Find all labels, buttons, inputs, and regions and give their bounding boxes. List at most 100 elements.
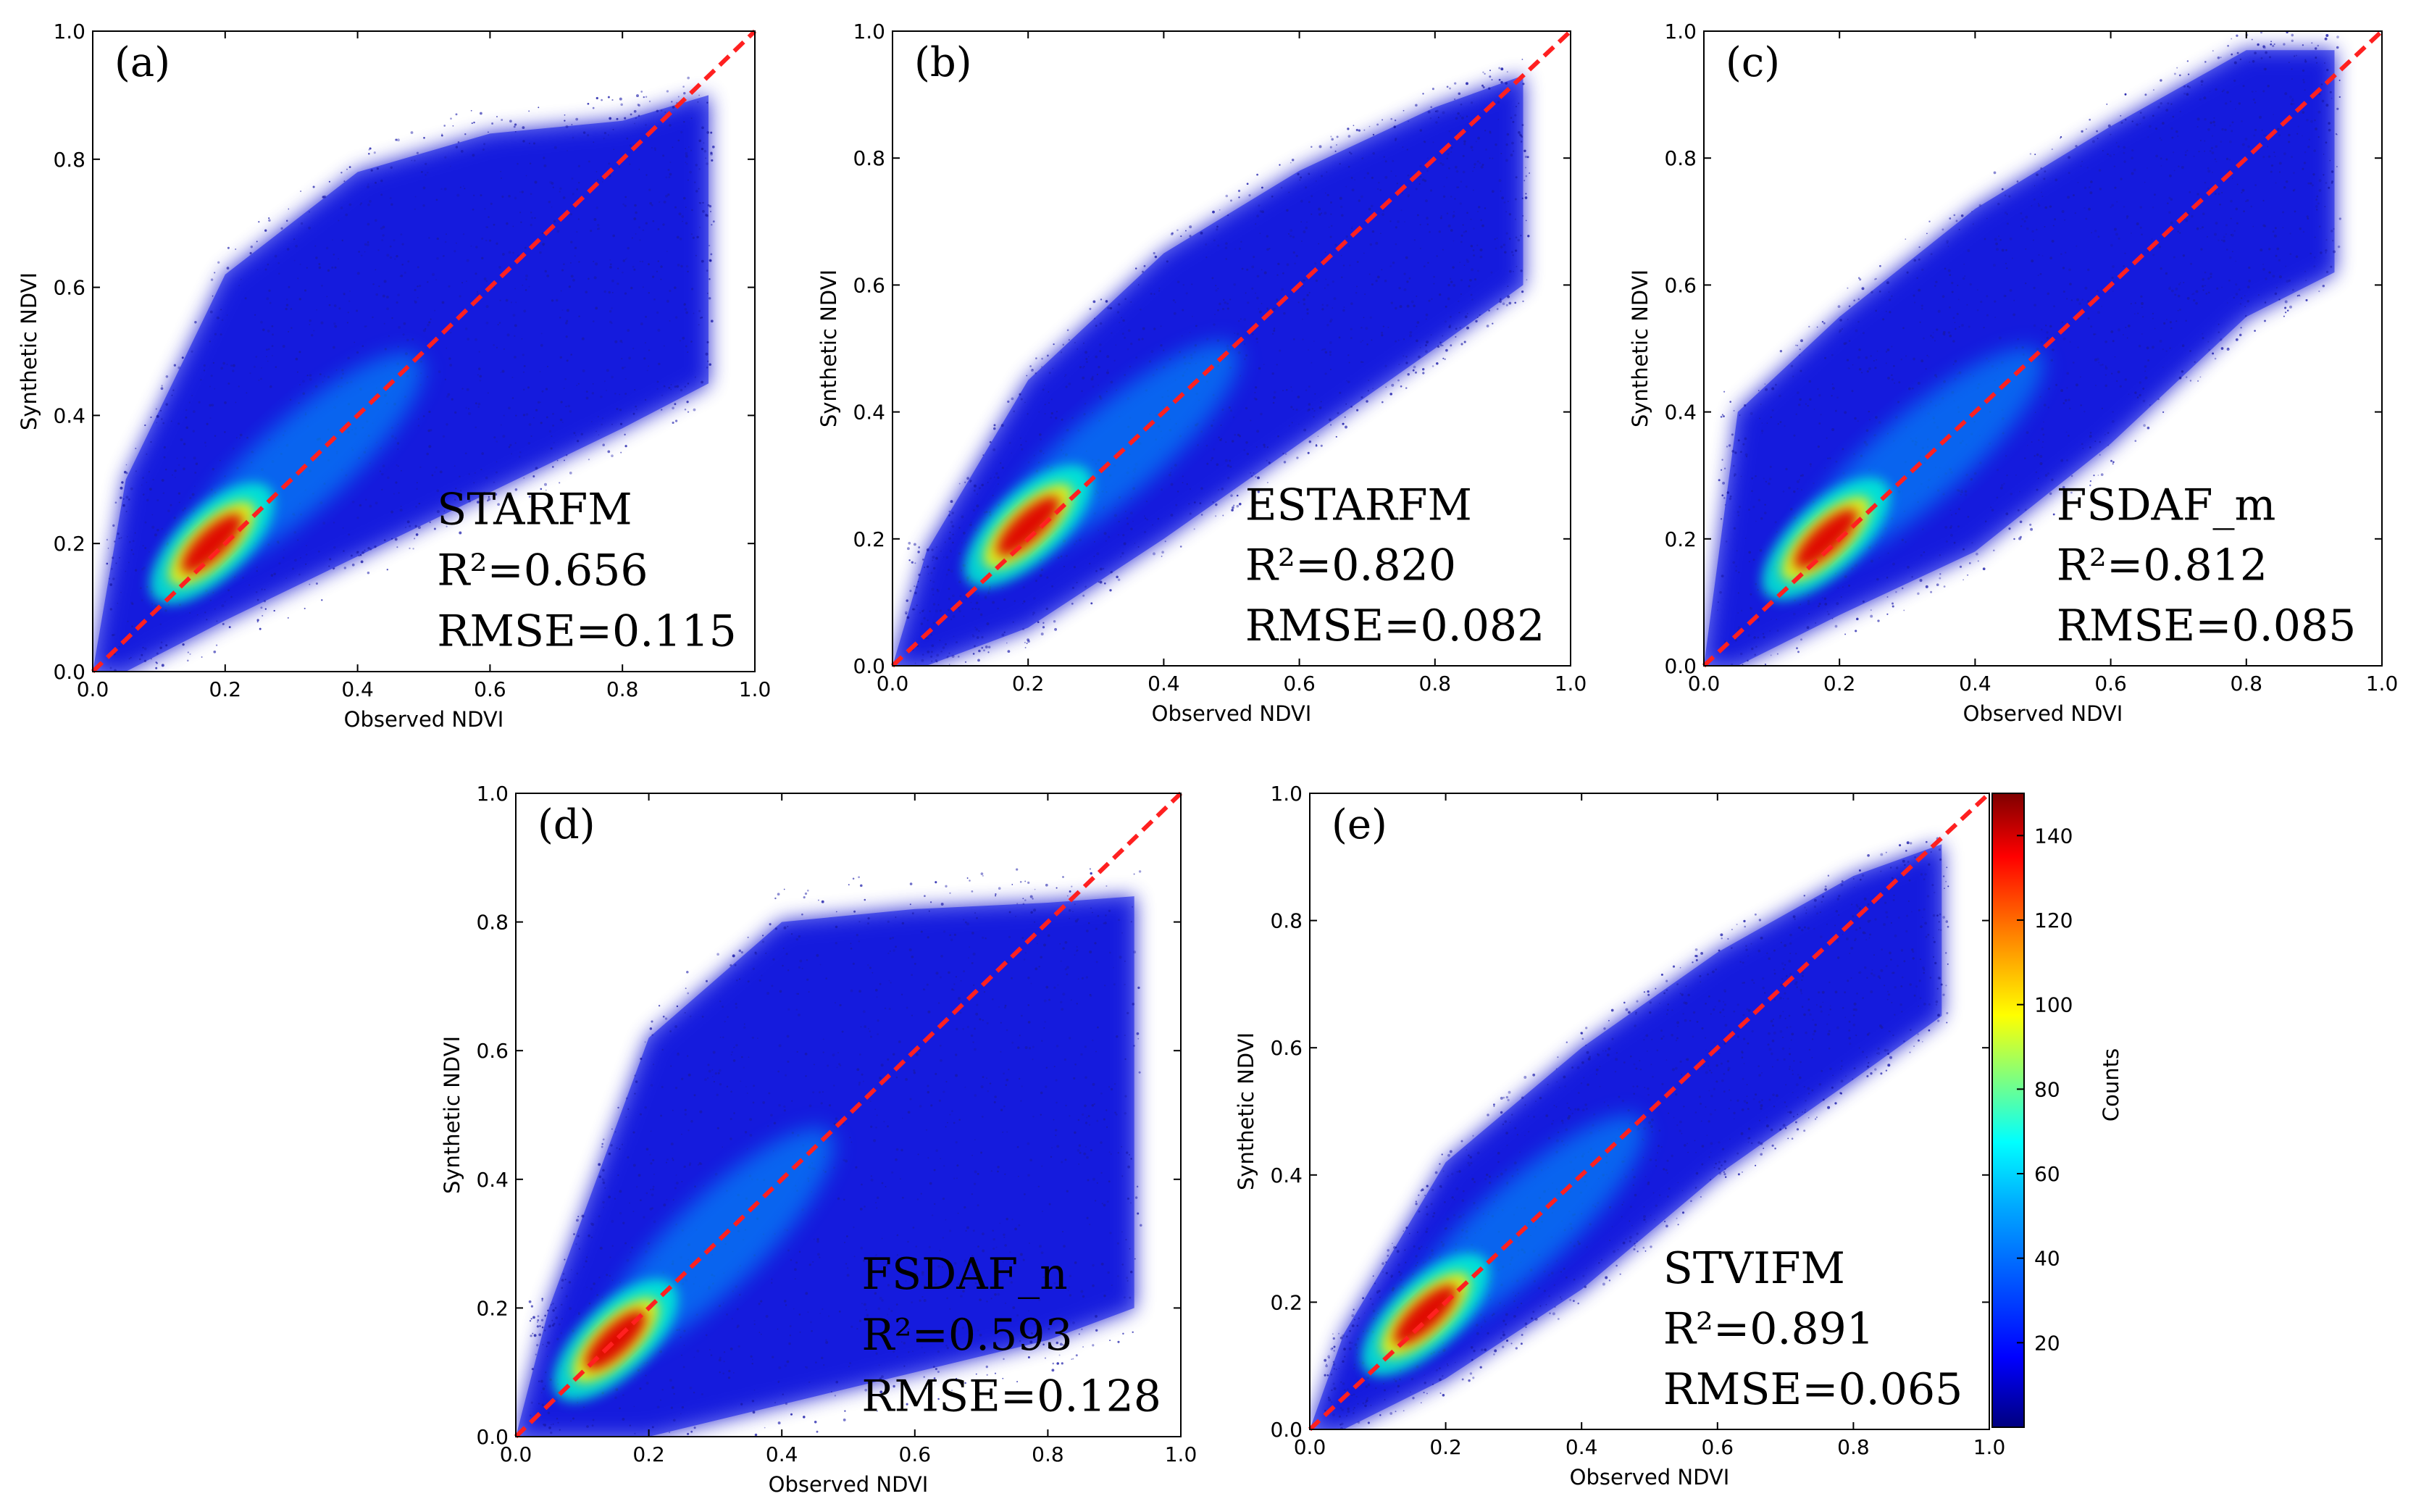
scatter-point (485, 280, 488, 283)
scatter-point (375, 501, 378, 505)
scatter-point (2181, 166, 2184, 169)
scatter-point (2091, 140, 2095, 143)
scatter-point (2257, 43, 2260, 46)
scatter-point (876, 1114, 878, 1116)
scatter-point (770, 1114, 773, 1117)
scatter-point (774, 1402, 776, 1403)
scatter-point (1742, 664, 1744, 666)
scatter-point (2009, 237, 2012, 241)
scatter-point (587, 102, 590, 105)
scatter-point (735, 1044, 738, 1047)
scatter-point (1463, 140, 1466, 143)
scatter-point (546, 1356, 548, 1358)
scatter-point (798, 966, 801, 969)
scatter-point (1356, 409, 1359, 412)
scatter-point (685, 222, 688, 225)
scatter-point (1098, 581, 1100, 583)
scatter-point (2171, 136, 2174, 139)
scatter-point (1874, 434, 1877, 437)
scatter-point (685, 148, 687, 150)
scatter-point (323, 375, 326, 377)
scatter-point (642, 286, 644, 288)
scatter-point (952, 614, 956, 618)
scatter-point (1061, 1362, 1063, 1365)
scatter-point (224, 401, 227, 404)
scatter-point (480, 194, 482, 197)
scatter-point (1843, 342, 1847, 346)
scatter-point (146, 498, 149, 502)
scatter-point (1121, 333, 1124, 335)
scatter-point (2099, 364, 2102, 367)
scatter-point (1870, 355, 1872, 357)
scatter-point (1379, 189, 1382, 191)
scatter-point (1035, 580, 1037, 582)
scatter-point (1006, 1029, 1008, 1032)
scatter-point (386, 307, 389, 311)
scatter-point (657, 228, 660, 230)
scatter-point (2165, 158, 2168, 161)
scatter-point (1769, 630, 1771, 632)
scatter-point (921, 659, 924, 662)
scatter-point (930, 655, 933, 658)
scatter-point (566, 319, 569, 322)
scatter-point (2089, 446, 2091, 448)
scatter-point (666, 251, 668, 252)
scatter-point (1431, 298, 1433, 300)
scatter-point (2299, 227, 2302, 230)
scatter-point (1085, 360, 1089, 364)
scatter-point (2123, 146, 2126, 149)
scatter-point (2070, 475, 2073, 477)
scatter-point (591, 392, 595, 395)
scatter-point (711, 145, 715, 149)
scatter-point (1861, 287, 1865, 291)
scatter-point (1259, 210, 1263, 213)
scatter-point (462, 233, 465, 235)
scatter-point (1130, 527, 1133, 530)
scatter-point (367, 546, 370, 550)
plot-area (516, 868, 1142, 1437)
scatter-point (1127, 1197, 1129, 1200)
scatter-point (580, 433, 583, 435)
scatter-point (1045, 1066, 1048, 1069)
scatter-point (1279, 349, 1282, 352)
scatter-point (1842, 586, 1844, 588)
scatter-point (959, 1011, 962, 1014)
scatter-point (342, 527, 344, 529)
scatter-point (703, 1185, 705, 1187)
scatter-point (687, 76, 690, 80)
scatter-point (971, 1154, 974, 1156)
scatter-point (1949, 217, 1952, 220)
scatter-point (1771, 409, 1774, 412)
scatter-point (1193, 501, 1196, 504)
scatter-point (893, 1053, 895, 1056)
scatter-point (2325, 252, 2327, 254)
scatter-point (1176, 280, 1180, 283)
scatter-point (525, 175, 527, 177)
scatter-point (2097, 235, 2100, 238)
scatter-point (449, 165, 451, 167)
scatter-point (2172, 115, 2175, 118)
scatter-point (2172, 151, 2175, 154)
scatter-point (568, 285, 572, 288)
scatter-point (235, 248, 237, 251)
scatter-point (369, 504, 372, 508)
scatter-point (2102, 150, 2104, 151)
scatter-point (2148, 125, 2152, 128)
scatter-point (1760, 404, 1762, 405)
scatter-point (242, 577, 244, 579)
scatter-point (2051, 239, 2055, 243)
scatter-point (2199, 98, 2202, 101)
scatter-point (2269, 271, 2272, 274)
scatter-point (2104, 367, 2108, 370)
scatter-point (2246, 199, 2249, 202)
scatter-point (1263, 364, 1265, 365)
scatter-point (1957, 298, 1960, 301)
scatter-point (1062, 947, 1065, 950)
scatter-point (1329, 318, 1333, 322)
scatter-point (1947, 269, 1951, 272)
scatter-point (467, 338, 470, 341)
scatter-point (1266, 235, 1269, 238)
scatter-point (1494, 238, 1496, 241)
scatter-point (1072, 1358, 1074, 1360)
scatter-point (2166, 319, 2168, 320)
